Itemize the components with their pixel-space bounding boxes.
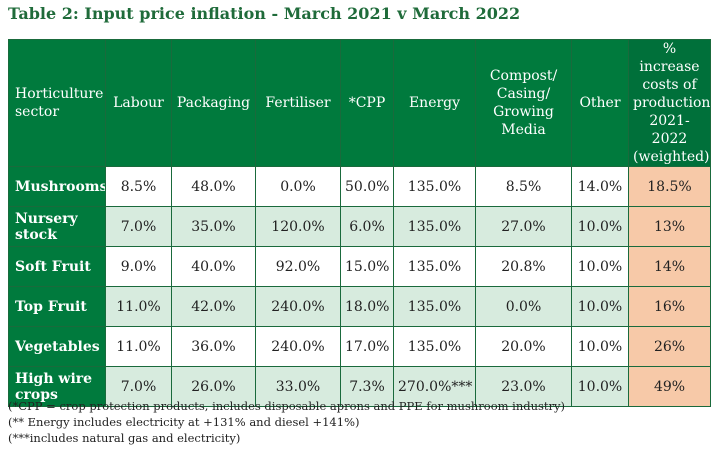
table-cell: 10.0%: [571, 366, 629, 407]
row-sector: Vegetables: [8, 326, 106, 367]
column-header-energy: Energy: [393, 39, 476, 167]
table-cell: 240.0%: [255, 326, 341, 367]
row-sector: Nursery stock: [8, 206, 106, 247]
footnote-gas: (***includes natural gas and electricity…: [8, 431, 241, 445]
table-cell: 270.0%***: [393, 366, 476, 407]
table-row: Soft Fruit 9.0% 40.0% 92.0% 15.0% 135.0%…: [8, 246, 711, 287]
table-cell: 20.0%: [475, 326, 572, 367]
table-title: Table 2: Input price inflation - March 2…: [8, 4, 521, 23]
table-cell: 6.0%: [340, 206, 394, 247]
table-row: Nursery stock 7.0% 35.0% 120.0% 6.0% 135…: [8, 206, 711, 247]
table-cell: 10.0%: [571, 286, 629, 327]
table-cell: 50.0%: [340, 166, 394, 207]
table-cell: 11.0%: [105, 286, 172, 327]
table-cell: 20.8%: [475, 246, 572, 287]
row-sector: Soft Fruit: [8, 246, 106, 287]
table-cell: 9.0%: [105, 246, 172, 287]
table-cell: 36.0%: [171, 326, 256, 367]
table-cell: 0.0%: [255, 166, 341, 207]
table-cell: 135.0%: [393, 286, 476, 327]
table-cell: 7.3%: [340, 366, 394, 407]
table-cell: 135.0%: [393, 206, 476, 247]
footnote-energy: (** Energy includes electricity at +131%…: [8, 415, 360, 429]
table-cell: 120.0%: [255, 206, 341, 247]
column-header-other: Other: [571, 39, 629, 167]
table-cell: 8.5%: [475, 166, 572, 207]
column-header-packaging: Packaging: [171, 39, 256, 167]
table-cell: 10.0%: [571, 326, 629, 367]
table-cell: 27.0%: [475, 206, 572, 247]
table-cell: 10.0%: [571, 246, 629, 287]
table-cell: 17.0%: [340, 326, 394, 367]
row-sector: Top Fruit: [8, 286, 106, 327]
column-header-labour: Labour: [105, 39, 172, 167]
increase-cell: 14%: [628, 246, 711, 287]
table-cell: 8.5%: [105, 166, 172, 207]
table-row: Vegetables 11.0% 36.0% 240.0% 17.0% 135.…: [8, 326, 711, 367]
increase-cell: 13%: [628, 206, 711, 247]
increase-cell: 26%: [628, 326, 711, 367]
column-header-increase: % increase costs of production 2021-2022…: [628, 39, 711, 167]
header-row: Horticulture sector Labour Packaging Fer…: [8, 39, 711, 167]
table-cell: 0.0%: [475, 286, 572, 327]
table-cell: 33.0%: [255, 366, 341, 407]
column-header-fertiliser: Fertiliser: [255, 39, 341, 167]
table-cell: 15.0%: [340, 246, 394, 287]
table-cell: 7.0%: [105, 366, 172, 407]
column-header-sector: Horticulture sector: [8, 39, 106, 167]
table-cell: 26.0%: [171, 366, 256, 407]
table-cell: 14.0%: [571, 166, 629, 207]
table-cell: 11.0%: [105, 326, 172, 367]
table-row: Mushrooms 8.5% 48.0% 0.0% 50.0% 135.0% 8…: [8, 166, 711, 207]
table-cell: 48.0%: [171, 166, 256, 207]
input-price-table: Horticulture sector Labour Packaging Fer…: [8, 39, 711, 407]
column-header-cpp: *CPP: [340, 39, 394, 167]
table-cell: 7.0%: [105, 206, 172, 247]
table-cell: 135.0%: [393, 246, 476, 287]
increase-cell: 16%: [628, 286, 711, 327]
table-cell: 35.0%: [171, 206, 256, 247]
footnotes: (*CPP = crop protection products, includ…: [8, 398, 565, 446]
table-cell: 10.0%: [571, 206, 629, 247]
table-cell: 240.0%: [255, 286, 341, 327]
table-cell: 23.0%: [475, 366, 572, 407]
footnote-cpp: (*CPP = crop protection products, includ…: [8, 399, 566, 413]
table-row: High wire crops 7.0% 26.0% 33.0% 7.3% 27…: [8, 366, 711, 407]
table-cell: 40.0%: [171, 246, 256, 287]
table-cell: 135.0%: [393, 326, 476, 367]
table-cell: 42.0%: [171, 286, 256, 327]
increase-cell: 18.5%: [628, 166, 711, 207]
column-header-compost: Compost/ Casing/ Growing Media: [475, 39, 572, 167]
increase-cell: 49%: [628, 366, 711, 407]
table-row: Top Fruit 11.0% 42.0% 240.0% 18.0% 135.0…: [8, 286, 711, 327]
row-sector: Mushrooms: [8, 166, 106, 207]
table-cell: 135.0%: [393, 166, 476, 207]
table-cell: 18.0%: [340, 286, 394, 327]
row-sector: High wire crops: [8, 366, 106, 407]
table-cell: 92.0%: [255, 246, 341, 287]
